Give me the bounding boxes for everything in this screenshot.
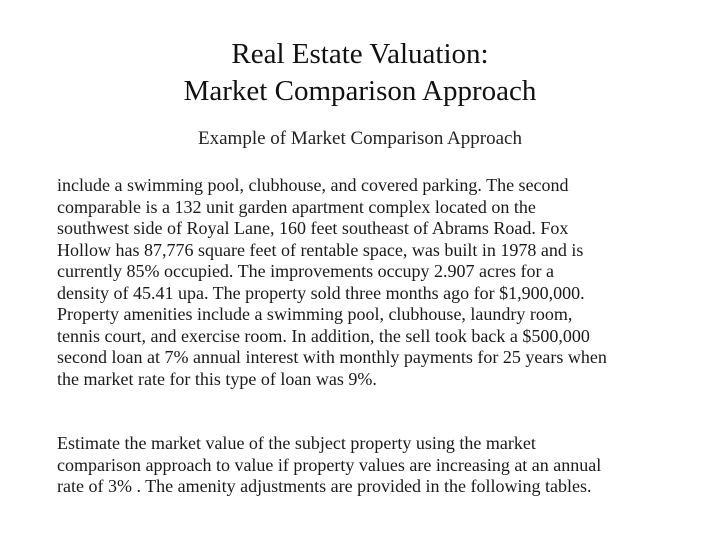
- text-line: Estimate the market value of the subject…: [57, 433, 536, 453]
- text-line: comparison approach to value if property…: [57, 454, 602, 475]
- slide-title: Real Estate Valuation: Market Comparison…: [0, 36, 720, 110]
- comparable-description-paragraph: include a swimming pool, clubhouse, and …: [57, 175, 677, 390]
- text-line: density of 45.41 upa. The property sold …: [57, 282, 585, 303]
- text-line: rate of 3% . The amenity adjustments are…: [57, 476, 592, 496]
- text-line: the market rate for this type of loan wa…: [57, 368, 377, 389]
- task-instruction-paragraph: Estimate the market value of the subject…: [57, 433, 677, 498]
- text-line: second loan at 7% annual interest with m…: [57, 347, 607, 367]
- text-line: tennis court, and exercise room. In addi…: [57, 325, 590, 346]
- text-line: currently 85% occupied. The improvements…: [57, 261, 554, 281]
- slide-title-line-1: Real Estate Valuation:: [231, 38, 489, 70]
- slide-subtitle: Example of Market Comparison Approach: [198, 128, 522, 149]
- text-line: Property amenities include a swimming po…: [57, 304, 573, 324]
- slide-title-line-2: Market Comparison Approach: [183, 75, 537, 107]
- text-line: comparable is a 132 unit garden apartmen…: [57, 196, 536, 217]
- text-line: southwest side of Royal Lane, 160 feet s…: [57, 218, 569, 238]
- text-line: Hollow has 87,776 square feet of rentabl…: [57, 239, 584, 260]
- text-line: include a swimming pool, clubhouse, and …: [57, 175, 569, 195]
